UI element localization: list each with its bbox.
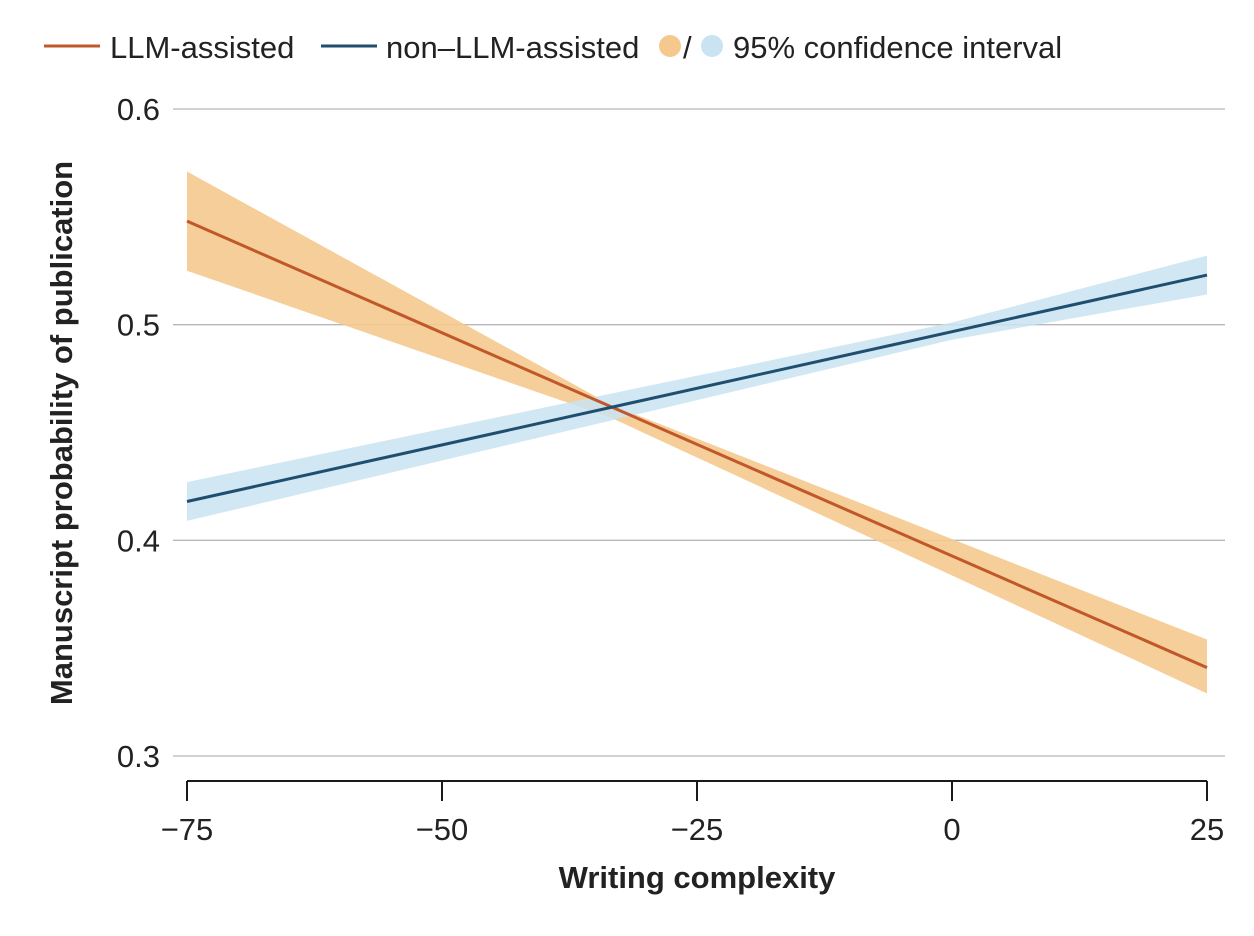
legend-ci-separator: / — [683, 30, 692, 65]
y-tick-label-0.3: 0.3 — [117, 739, 160, 774]
series-line-non-llm-assisted — [186, 273, 1208, 503]
x-tick-label--75: −75 — [161, 812, 214, 847]
legend-label-non-llm-assisted: non–LLM-assisted — [386, 30, 639, 65]
y-axis-ticks: 0.3 0.4 0.5 0.6 — [117, 92, 160, 774]
gridlines — [173, 108, 1225, 757]
legend-label-confidence-interval: 95% confidence interval — [733, 30, 1062, 65]
legend-ci-swatch-orange — [659, 35, 681, 57]
series-lines — [186, 219, 1208, 669]
y-tick-label-0.6: 0.6 — [117, 92, 160, 127]
x-axis-ticks: −75 −50 −25 0 25 — [161, 781, 1224, 847]
legend-ci-swatch-blue — [701, 35, 723, 57]
x-tick-label-25: 25 — [1190, 812, 1224, 847]
legend-label-llm-assisted: LLM-assisted — [110, 30, 294, 65]
x-tick-label-0: 0 — [943, 812, 960, 847]
series-line-llm-assisted — [186, 219, 1208, 669]
confidence-band-llm-assisted — [187, 171, 1207, 694]
x-axis-title: Writing complexity — [559, 860, 837, 895]
x-tick-label--25: −25 — [671, 812, 724, 847]
confidence-bands — [187, 171, 1207, 694]
legend: LLM-assisted non–LLM-assisted / 95% conf… — [44, 30, 1062, 65]
y-axis-title: Manuscript probability of publication — [44, 161, 79, 705]
y-tick-label-0.5: 0.5 — [117, 308, 160, 343]
x-tick-label--50: −50 — [416, 812, 469, 847]
y-tick-label-0.4: 0.4 — [117, 523, 160, 558]
